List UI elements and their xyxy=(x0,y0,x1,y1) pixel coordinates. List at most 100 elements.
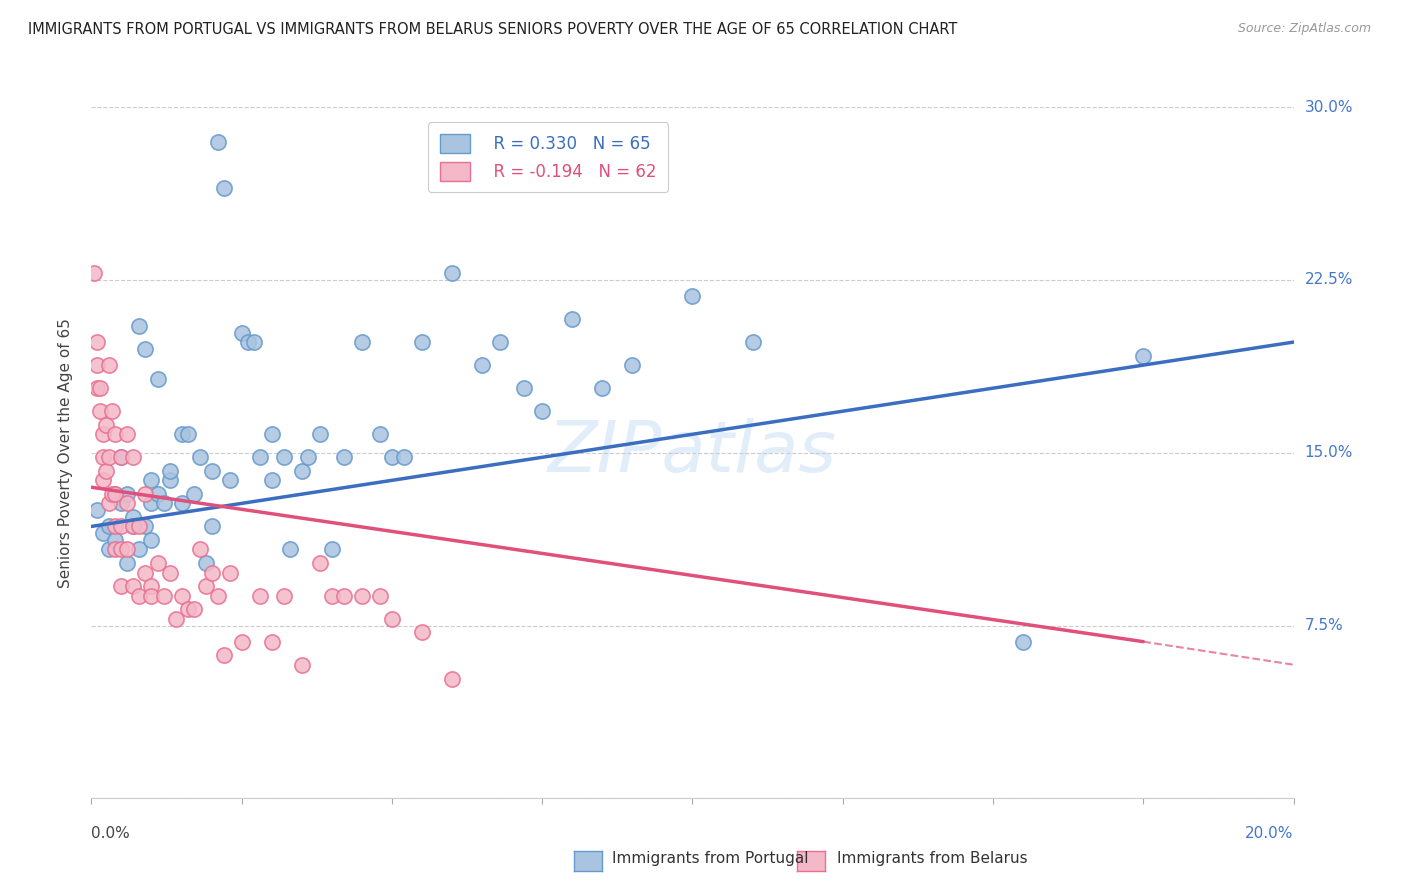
Text: 30.0%: 30.0% xyxy=(1305,100,1353,114)
Point xyxy=(308,557,330,571)
Point xyxy=(212,180,235,194)
Point xyxy=(104,487,127,501)
Point xyxy=(411,334,433,349)
Point xyxy=(531,404,554,418)
Point xyxy=(201,519,224,533)
Point xyxy=(141,579,163,593)
Point xyxy=(98,519,121,533)
Point xyxy=(86,503,108,517)
Point xyxy=(333,589,356,603)
Point xyxy=(561,312,583,326)
Point xyxy=(201,464,224,478)
Point xyxy=(86,381,108,395)
Point xyxy=(93,473,115,487)
Point xyxy=(188,450,211,465)
Point xyxy=(93,450,115,465)
Point xyxy=(333,450,356,465)
Point xyxy=(101,487,124,501)
Point xyxy=(681,289,703,303)
Point xyxy=(183,487,205,501)
Point xyxy=(242,334,264,349)
Point xyxy=(170,589,193,603)
Point xyxy=(146,372,169,386)
Text: ZIPatlas: ZIPatlas xyxy=(548,418,837,487)
Point xyxy=(159,464,181,478)
Point xyxy=(368,427,391,442)
Point xyxy=(104,542,127,557)
Point xyxy=(93,526,115,541)
Point xyxy=(350,334,373,349)
Point xyxy=(128,519,150,533)
Point xyxy=(381,612,404,626)
Point xyxy=(392,450,415,465)
Point xyxy=(117,542,139,557)
Point xyxy=(128,542,150,557)
Point xyxy=(249,589,271,603)
Point xyxy=(134,487,156,501)
Point xyxy=(207,589,229,603)
Text: 20.0%: 20.0% xyxy=(1246,826,1294,841)
Point xyxy=(117,557,139,571)
Point xyxy=(110,450,132,465)
Point xyxy=(117,487,139,501)
Point xyxy=(134,342,156,356)
Point xyxy=(141,589,163,603)
Point xyxy=(104,533,127,548)
Text: Immigrants from Belarus: Immigrants from Belarus xyxy=(837,851,1028,865)
Point xyxy=(350,589,373,603)
Point xyxy=(134,519,156,533)
Point xyxy=(93,427,115,442)
Point xyxy=(308,427,330,442)
Point xyxy=(741,334,763,349)
Point xyxy=(489,334,512,349)
Point xyxy=(513,381,536,395)
Point xyxy=(146,557,169,571)
Point xyxy=(98,358,121,372)
Point xyxy=(212,648,235,663)
Y-axis label: Seniors Poverty Over the Age of 65: Seniors Poverty Over the Age of 65 xyxy=(58,318,73,588)
Text: 22.5%: 22.5% xyxy=(1305,272,1353,287)
Point xyxy=(291,657,314,672)
Text: Immigrants from Portugal: Immigrants from Portugal xyxy=(612,851,808,865)
Point xyxy=(1132,349,1154,363)
Text: Source: ZipAtlas.com: Source: ZipAtlas.com xyxy=(1237,22,1371,36)
Point xyxy=(83,266,105,280)
Point xyxy=(297,450,319,465)
Legend:   R = 0.330   N = 65,   R = -0.194   N = 62: R = 0.330 N = 65, R = -0.194 N = 62 xyxy=(427,122,668,193)
Point xyxy=(86,334,108,349)
Point xyxy=(96,417,118,433)
Point xyxy=(98,542,121,557)
Point xyxy=(159,566,181,580)
Point xyxy=(141,496,163,510)
Point xyxy=(170,496,193,510)
Point xyxy=(194,557,217,571)
Point xyxy=(591,381,613,395)
Point xyxy=(146,487,169,501)
Point xyxy=(152,496,174,510)
Point xyxy=(249,450,271,465)
Point xyxy=(321,542,343,557)
Point xyxy=(207,135,229,149)
Point xyxy=(89,381,111,395)
Point xyxy=(194,579,217,593)
Point xyxy=(170,427,193,442)
Point xyxy=(110,496,132,510)
Point xyxy=(621,358,644,372)
Point xyxy=(110,519,132,533)
Point xyxy=(440,672,463,686)
Point xyxy=(128,589,150,603)
Point xyxy=(122,450,145,465)
Point xyxy=(98,450,121,465)
Text: 7.5%: 7.5% xyxy=(1305,618,1343,633)
Point xyxy=(104,487,127,501)
Point xyxy=(368,589,391,603)
Point xyxy=(176,427,198,442)
Point xyxy=(165,612,187,626)
Text: IMMIGRANTS FROM PORTUGAL VS IMMIGRANTS FROM BELARUS SENIORS POVERTY OVER THE AGE: IMMIGRANTS FROM PORTUGAL VS IMMIGRANTS F… xyxy=(28,22,957,37)
Point xyxy=(1012,634,1035,648)
Point xyxy=(141,533,163,548)
Point xyxy=(231,326,253,340)
Point xyxy=(96,464,118,478)
Point xyxy=(440,266,463,280)
Text: 15.0%: 15.0% xyxy=(1305,445,1353,460)
